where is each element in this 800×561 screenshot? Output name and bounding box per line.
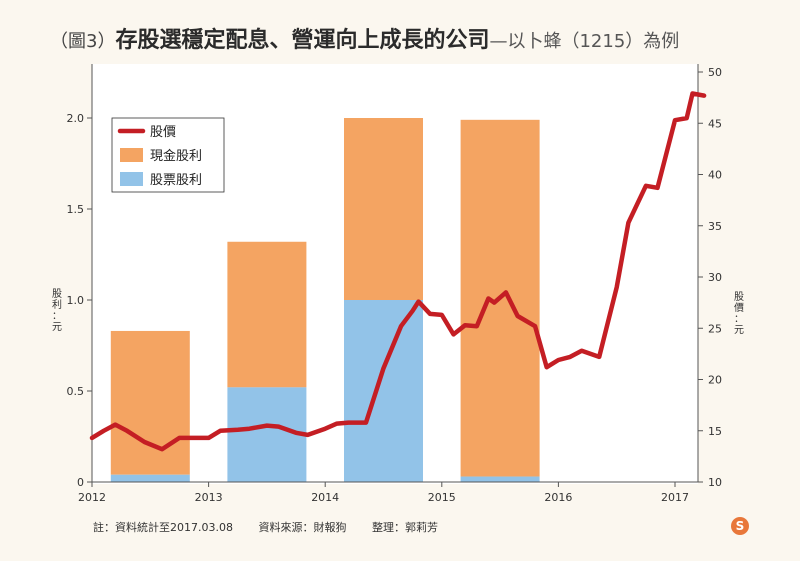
right-axis: 10 15 20 25 30 35 40 45 50: [697, 64, 722, 489]
axis-labels: 股利：元 股價：元: [52, 288, 744, 336]
bar-cash-2013: [227, 241, 307, 388]
left-tick-label: 0: [77, 476, 84, 489]
chart-title: （圖3）存股選穩定配息、營運向上成長的公司—以卜蜂（1215）為例: [50, 22, 790, 54]
left-tick-label: 2.0: [67, 112, 85, 125]
footnote-editor: 整理：郭莉芳: [371, 521, 438, 534]
x-tick-label: 2014: [311, 491, 339, 504]
legend-swatch-stock: [120, 172, 143, 186]
left-tick-label: 1.5: [67, 203, 85, 216]
x-axis: 2012 2013 2014 2015 2016 2017: [78, 481, 698, 504]
left-tick-label: 0.5: [67, 385, 85, 398]
bar-cash-2012: [110, 330, 190, 475]
legend-label: 股價: [150, 125, 176, 140]
publisher-logo: S: [731, 517, 749, 535]
x-tick-label: 2015: [428, 491, 456, 504]
bar-stock-2012: [110, 474, 190, 482]
right-tick-label: 20: [708, 374, 722, 387]
x-tick-label: 2013: [195, 491, 223, 504]
legend-label: 股票股利: [150, 173, 202, 188]
title-main: 存股選穩定配息、營運向上成長的公司: [115, 28, 490, 53]
right-axis-label: 股價：元: [734, 291, 744, 336]
bar-stock-2015: [460, 476, 540, 482]
bar-stock-2013: [227, 387, 307, 482]
left-axis: 0 0.5 1.0 1.5 2.0: [67, 64, 93, 489]
x-tick-label: 2017: [661, 491, 689, 504]
right-tick-label: 10: [708, 476, 722, 489]
right-tick-label: 30: [708, 271, 722, 284]
right-tick-label: 35: [708, 220, 722, 233]
footnote-note: 註：資料統計至2017.03.08: [93, 521, 233, 534]
footnote-source: 資料來源：財報狗: [258, 521, 347, 534]
footnotes: 註：資料統計至2017.03.08 資料來源：財報狗 整理：郭莉芳: [93, 519, 460, 535]
right-tick-label: 40: [708, 169, 722, 182]
price-line-group: [89, 91, 707, 452]
legend-label: 現金股利: [150, 148, 202, 164]
right-tick-label: 25: [708, 322, 722, 335]
bar-stock-2014: [344, 300, 423, 482]
figure-label: （圖3）: [50, 31, 116, 52]
left-tick-label: 1.0: [67, 294, 85, 307]
right-tick-label: 45: [708, 117, 722, 130]
x-tick-label: 2012: [78, 491, 106, 504]
price-line: [89, 91, 707, 452]
right-tick-label: 15: [708, 425, 722, 438]
legend-swatch-cash: [120, 148, 143, 162]
left-axis-label: 股利：元: [52, 288, 62, 333]
bar-cash-2014: [344, 118, 423, 300]
right-tick-label: 50: [708, 66, 722, 79]
x-tick-label: 2016: [544, 491, 572, 504]
title-subtitle: —以卜蜂（1215）為例: [489, 31, 680, 52]
